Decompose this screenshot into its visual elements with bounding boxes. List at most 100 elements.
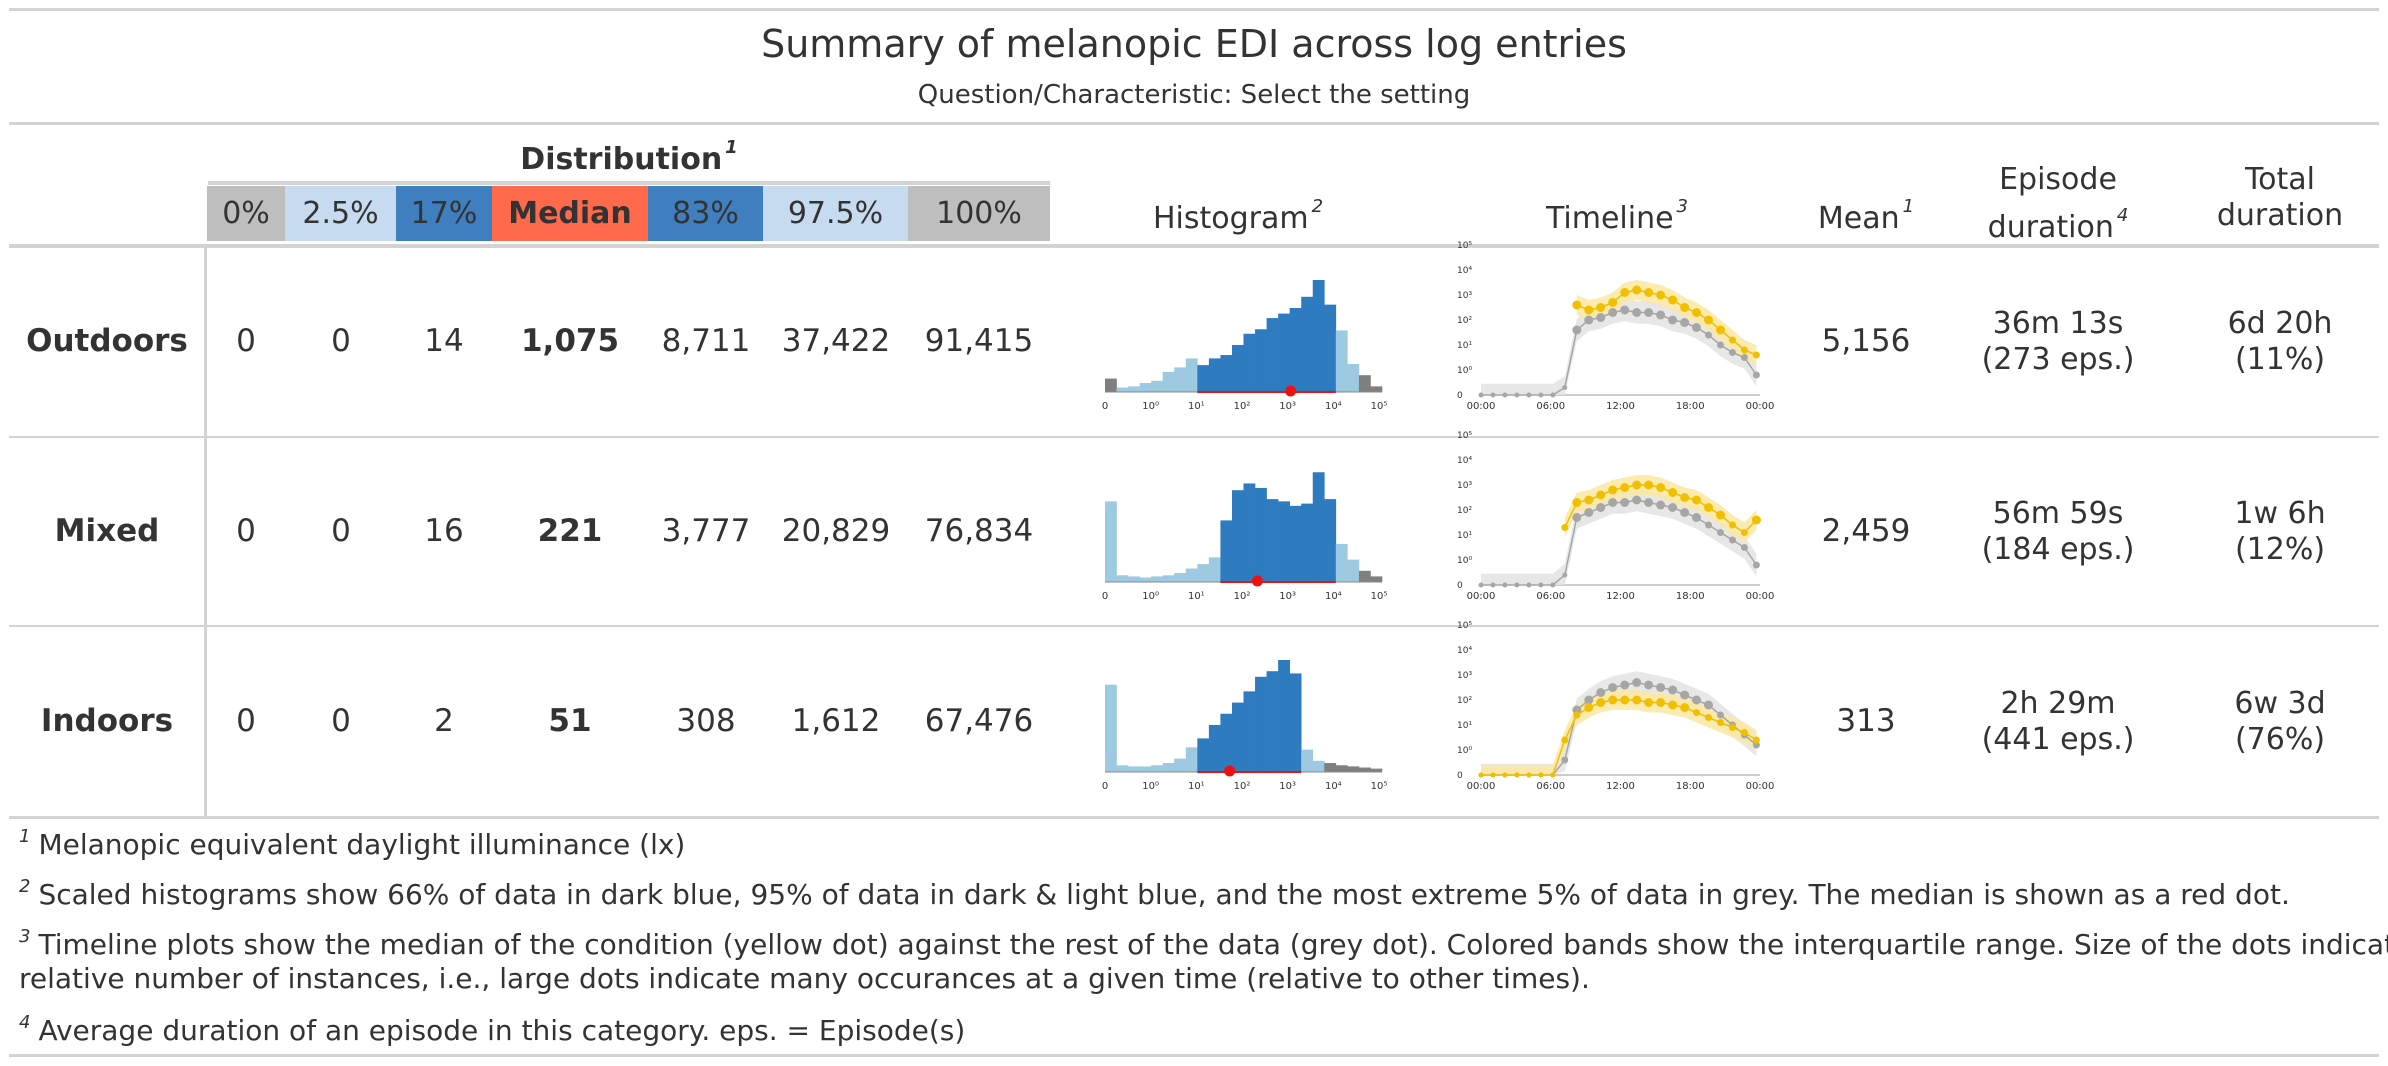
value-0pct: 0	[236, 703, 256, 739]
mean-value: 2,459	[1821, 513, 1911, 549]
timeline-other-dot	[1620, 498, 1630, 507]
value-2-5pct: 0	[331, 323, 351, 359]
pct-header-2-5: 2.5%	[285, 186, 396, 241]
histogram-tick-label: 10³	[1279, 401, 1296, 412]
timeline-x-tick-label: 12:00	[1606, 781, 1635, 792]
timeline-condition-dot	[1596, 303, 1606, 312]
value-83pct: 8,711	[661, 323, 751, 359]
timeline-x-tick-label: 00:00	[1746, 591, 1775, 602]
timeline-condition-dot	[1561, 736, 1569, 744]
histogram-tick-label: 0	[1102, 591, 1108, 602]
timeline-condition-dot	[1608, 695, 1618, 705]
timeline-condition-dot	[1514, 772, 1520, 778]
histogram-bar	[1278, 501, 1290, 582]
timeline-y-tick-label: 10³	[1457, 481, 1472, 491]
histogram-bar	[1312, 280, 1325, 392]
timeline-other-dot	[1584, 315, 1594, 325]
footnote-1: 1 Melanopic equivalent daylight illuminan…	[19, 826, 686, 861]
table-title: Summary of melanopic EDI across log entr…	[761, 22, 1627, 66]
histogram-bar	[1105, 684, 1117, 772]
timeline-x-tick-label: 00:00	[1746, 781, 1775, 792]
histogram-bar	[1358, 570, 1371, 582]
timeline-condition-dot	[1740, 529, 1748, 536]
histogram-bar	[1335, 543, 1348, 582]
pct-header-0: 0%	[207, 186, 285, 241]
histogram-tick-label: 10⁰	[1142, 401, 1159, 412]
histogram-bar	[1347, 766, 1360, 772]
histogram-bar	[1231, 702, 1244, 772]
timeline-other-dot	[1692, 513, 1701, 522]
timeline-condition-dot	[1526, 772, 1532, 778]
histogram-bar	[1301, 296, 1314, 392]
histogram-tick-label: 10¹	[1188, 591, 1205, 602]
timeline-condition-dot	[1584, 305, 1594, 315]
timeline-condition-dot	[1752, 736, 1760, 744]
distribution-header: Distribution 1	[520, 137, 738, 177]
timeline-y-tick-label: 10¹	[1457, 341, 1472, 351]
histogram-bar	[1128, 766, 1140, 772]
histogram-bar	[1243, 333, 1256, 392]
timeline-condition-dot	[1644, 288, 1654, 297]
timeline-condition-dot	[1752, 351, 1760, 359]
mean-value: 5,156	[1821, 323, 1911, 359]
value-17pct: 16	[424, 513, 464, 549]
timeline-other-dot	[1608, 498, 1618, 507]
timeline-other-dot	[1478, 582, 1484, 588]
timeline-condition-dot	[1668, 700, 1678, 710]
histogram-tick-label: 10²	[1234, 591, 1251, 602]
timeline-condition-dot	[1717, 719, 1724, 726]
timeline-condition-dot	[1680, 493, 1690, 502]
histogram-bar	[1289, 673, 1302, 772]
histogram-bar	[1185, 568, 1198, 582]
timeline-other-dot	[1608, 683, 1618, 692]
value-100pct: 91,415	[924, 323, 1034, 359]
pct-header-median: Median	[492, 186, 648, 241]
histogram-indoors: 0 10⁰ 10¹ 10² 10³ 10⁴ 10⁵	[1102, 660, 1387, 792]
spanner-rule	[208, 181, 1050, 185]
histogram-bar	[1128, 576, 1140, 582]
histogram-bar	[1151, 765, 1164, 772]
timeline-condition-dot	[1680, 703, 1690, 712]
histogram-bar	[1220, 713, 1233, 772]
histogram-bar	[1266, 671, 1279, 772]
histogram-mixed: 0 10⁰ 10¹ 10² 10³ 10⁴ 10⁵	[1102, 472, 1387, 602]
row-divider	[9, 436, 2379, 438]
timeline-other-dot	[1717, 529, 1724, 536]
histogram-tick-label: 10²	[1234, 781, 1251, 792]
histogram-bar	[1185, 747, 1198, 772]
timeline-condition-dot	[1729, 336, 1736, 344]
timeline-other-dot	[1717, 341, 1724, 349]
footnote-3-continued: relative number of instances, i.e., larg…	[19, 962, 1590, 995]
pct-header-83: 83%	[648, 186, 763, 241]
histogram-bar	[1116, 387, 1129, 392]
timeline-other-dot	[1584, 508, 1594, 517]
histogram-bar	[1243, 483, 1256, 582]
timeline-x-tick-label: 12:00	[1606, 591, 1635, 602]
timeline-other-dot	[1692, 695, 1701, 705]
timeline-x-tick-label: 00:00	[1467, 781, 1496, 792]
histogram-median-dot	[1224, 765, 1236, 777]
histogram-bar	[1128, 386, 1140, 392]
histogram-bar	[1312, 472, 1325, 582]
value-median: 1,075	[520, 323, 620, 359]
timeline-y-tick-label: 10²	[1457, 506, 1472, 516]
timeline-other-dot	[1717, 711, 1724, 719]
timeline-y-tick-label: 10⁰	[1457, 556, 1472, 566]
timeline-other-dot	[1752, 371, 1760, 379]
episode-duration: 2h 29m (441 eps.)	[1981, 686, 2135, 757]
timeline-y-tick-label: 10⁴	[1457, 266, 1472, 276]
timeline-condition-dot	[1740, 729, 1748, 736]
timeline-y-tick-label: 10⁵	[1457, 241, 1472, 251]
timeline-other-dot	[1596, 688, 1606, 697]
timeline-condition-dot	[1668, 295, 1678, 305]
histogram-bar	[1278, 313, 1290, 392]
histogram-bar	[1335, 765, 1348, 772]
value-97-5pct: 37,422	[781, 323, 891, 359]
histogram-bar	[1324, 763, 1337, 772]
timeline-condition-dot	[1632, 695, 1642, 705]
timeline-condition-dot	[1692, 308, 1701, 317]
timeline-other-dot	[1490, 582, 1496, 588]
histogram-bar	[1358, 767, 1371, 772]
timeline-condition-dot	[1729, 724, 1736, 731]
timeline-y-tick-label: 10²	[1457, 316, 1472, 326]
